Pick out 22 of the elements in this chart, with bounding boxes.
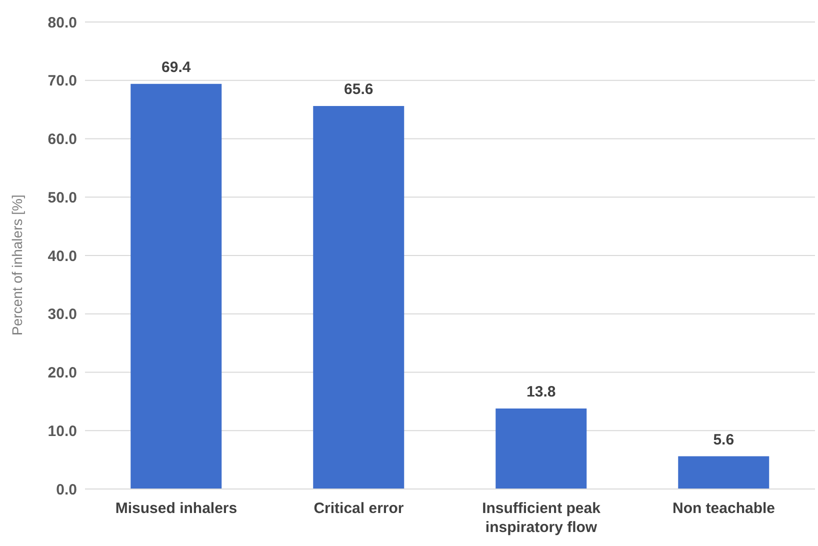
y-tick-label: 80.0 <box>48 14 77 32</box>
y-tick-label: 30.0 <box>48 306 77 324</box>
data-label: 69.4 <box>162 58 192 76</box>
x-tick-label: Misused inhalers <box>115 500 238 517</box>
bar <box>496 408 587 489</box>
data-label: 5.6 <box>713 431 734 448</box>
y-tick-label: 10.0 <box>48 422 77 440</box>
bar <box>130 84 222 489</box>
bar <box>678 456 770 489</box>
y-tick-label: 60.0 <box>48 131 77 148</box>
y-tick-label: 0.0 <box>56 481 77 498</box>
y-tick-label: 50.0 <box>48 189 77 206</box>
data-label: 65.6 <box>344 81 374 98</box>
x-tick-label: Insufficient peak inspiratory flow <box>482 500 602 536</box>
x-tick-label: Critical error <box>314 500 404 517</box>
y-tick-label: 40.0 <box>48 248 77 265</box>
data-label: 13.8 <box>526 383 556 400</box>
y-tick-label: 20.0 <box>48 364 77 382</box>
bar <box>313 106 404 489</box>
y-axis-title: Percent of inhalers [%] <box>8 194 25 336</box>
x-tick-label: Non teachable <box>672 500 776 517</box>
y-tick-label: 70.0 <box>48 72 77 90</box>
